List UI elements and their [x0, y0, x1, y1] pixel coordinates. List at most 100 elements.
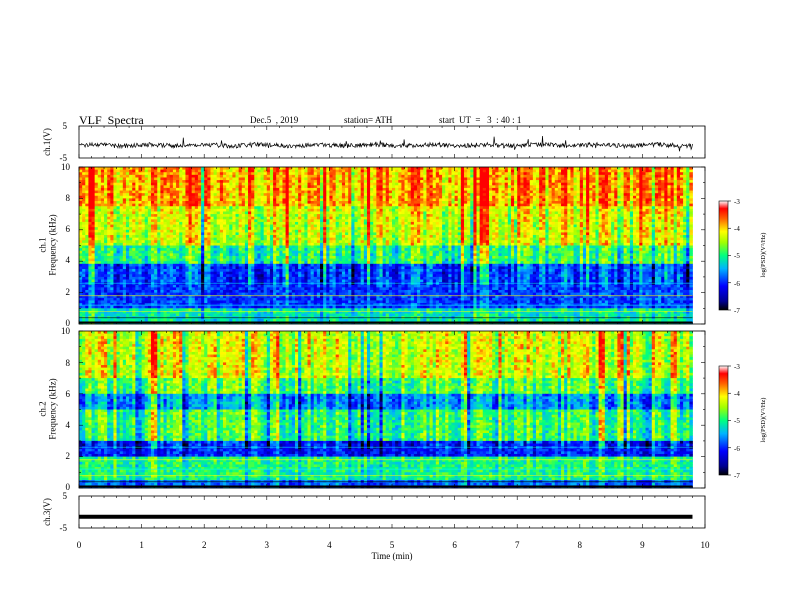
spectrogram-cell	[582, 174, 587, 178]
spectrogram-cell	[363, 229, 368, 233]
spectrogram-cell	[689, 187, 693, 191]
spectrogram-cell	[310, 187, 315, 191]
spectrogram-cell	[107, 182, 111, 186]
spectrogram-cell	[463, 198, 468, 202]
spectrogram-cell	[607, 190, 612, 194]
spectrogram-cell	[554, 169, 559, 173]
spectrogram-cell	[288, 169, 293, 173]
spectrogram-cell	[279, 172, 283, 176]
spectrogram-cell	[395, 169, 399, 173]
spectrogram-cell	[520, 208, 524, 212]
spectrogram-cell	[332, 190, 337, 194]
spectrogram-cell	[595, 193, 599, 197]
spectrogram-cell	[611, 172, 615, 176]
spectrogram-cell	[326, 185, 330, 189]
spectrogram-cell	[97, 195, 102, 199]
spectrogram-cell	[129, 169, 133, 173]
spectrogram-cell	[504, 203, 509, 207]
spectrogram-cell	[645, 169, 650, 173]
spectrogram-cell	[595, 167, 599, 171]
spectrogram-cell	[222, 216, 227, 220]
spectrogram-cell	[648, 182, 653, 186]
spectrogram-cell	[470, 180, 474, 184]
spectrogram-cell	[426, 206, 430, 210]
spectrogram-cell	[661, 216, 665, 220]
spectrogram-cell	[345, 227, 349, 231]
spectrogram-cell	[263, 227, 268, 231]
spectrogram-cell	[670, 190, 675, 194]
spectrogram-cell	[611, 180, 615, 184]
spectrogram-cell	[207, 203, 211, 207]
spectrogram-cell	[285, 187, 290, 191]
spectrogram-cell	[157, 203, 161, 207]
spectrogram-cell	[160, 193, 164, 197]
spectrogram-cell	[222, 219, 227, 223]
spectrogram-cell	[113, 216, 117, 220]
spectrogram-cell	[135, 193, 139, 197]
spectrogram-cell	[529, 224, 534, 228]
spectrogram-cell	[366, 214, 371, 218]
spectrogram-cell	[298, 203, 302, 207]
spectrogram-cell	[633, 193, 637, 197]
spectrogram-cell	[535, 169, 540, 173]
spectrogram-cell	[532, 203, 537, 207]
spectrogram-cell	[366, 169, 371, 173]
spectrogram-cell	[679, 203, 684, 207]
spectrogram-cell	[154, 201, 158, 205]
spectrogram-cell	[489, 193, 493, 197]
spectrogram-cell	[269, 167, 274, 171]
spectrogram-cell	[451, 229, 455, 233]
spectrogram-cell	[282, 174, 286, 178]
spectrogram-cell	[517, 169, 521, 173]
spectrogram-cell	[172, 221, 177, 225]
spectrogram-cell	[166, 177, 171, 181]
spectrogram-cell	[476, 172, 481, 176]
spectrogram-cell	[498, 214, 502, 218]
spectrogram-cell	[263, 219, 268, 223]
spectrogram-cell	[420, 201, 424, 205]
spectrogram-cell	[407, 206, 412, 210]
spectrogram-cell	[351, 174, 355, 178]
spectrogram-cell	[607, 167, 612, 171]
spectrogram-cell	[357, 187, 362, 191]
spectrogram-cell	[251, 174, 255, 178]
spectrogram-cell	[94, 219, 99, 223]
spectrogram-cell	[482, 190, 487, 194]
spectrogram-cell	[341, 227, 346, 231]
spectrogram-cell	[257, 172, 261, 176]
spectrogram-cell	[229, 174, 233, 178]
spectrogram-cell	[232, 229, 236, 233]
spectrogram-cell	[351, 214, 355, 218]
spectrogram-cell	[589, 182, 593, 186]
spectrogram-cell	[366, 187, 371, 191]
spectrogram-cell	[113, 208, 117, 212]
spectrogram-cell	[542, 174, 546, 178]
spectrogram-cell	[623, 224, 628, 228]
spectrogram-cell	[564, 216, 568, 220]
spectrogram-cell	[689, 208, 693, 212]
spectrogram-cell	[504, 214, 509, 218]
spectrogram-cell	[360, 206, 365, 210]
spectrogram-cell	[188, 219, 193, 223]
spectrogram-cell	[235, 227, 240, 231]
spectrogram-cell	[129, 221, 133, 225]
spectrogram-cell	[667, 198, 671, 202]
spectrogram-cell	[304, 177, 308, 181]
spectrogram-cell	[122, 201, 127, 205]
spectrogram-cell	[545, 211, 549, 215]
spectrogram-cell	[229, 208, 233, 212]
spectrogram-cell	[160, 198, 164, 202]
spectrogram-cell	[689, 190, 693, 194]
spectrogram-cell	[326, 206, 330, 210]
spectrogram-cell	[360, 208, 365, 212]
spectrogram-cell	[157, 221, 161, 225]
spectrogram-cell	[448, 211, 452, 215]
spectrogram-cell	[254, 203, 258, 207]
spectrogram-cell	[147, 203, 152, 207]
spectrogram-cell	[413, 185, 418, 189]
spectrogram-cell	[507, 190, 512, 194]
spectrogram-cell	[661, 172, 665, 176]
spectrogram-cell	[636, 198, 640, 202]
spectrogram-cell	[510, 216, 515, 220]
spectrogram-cell	[366, 167, 371, 171]
